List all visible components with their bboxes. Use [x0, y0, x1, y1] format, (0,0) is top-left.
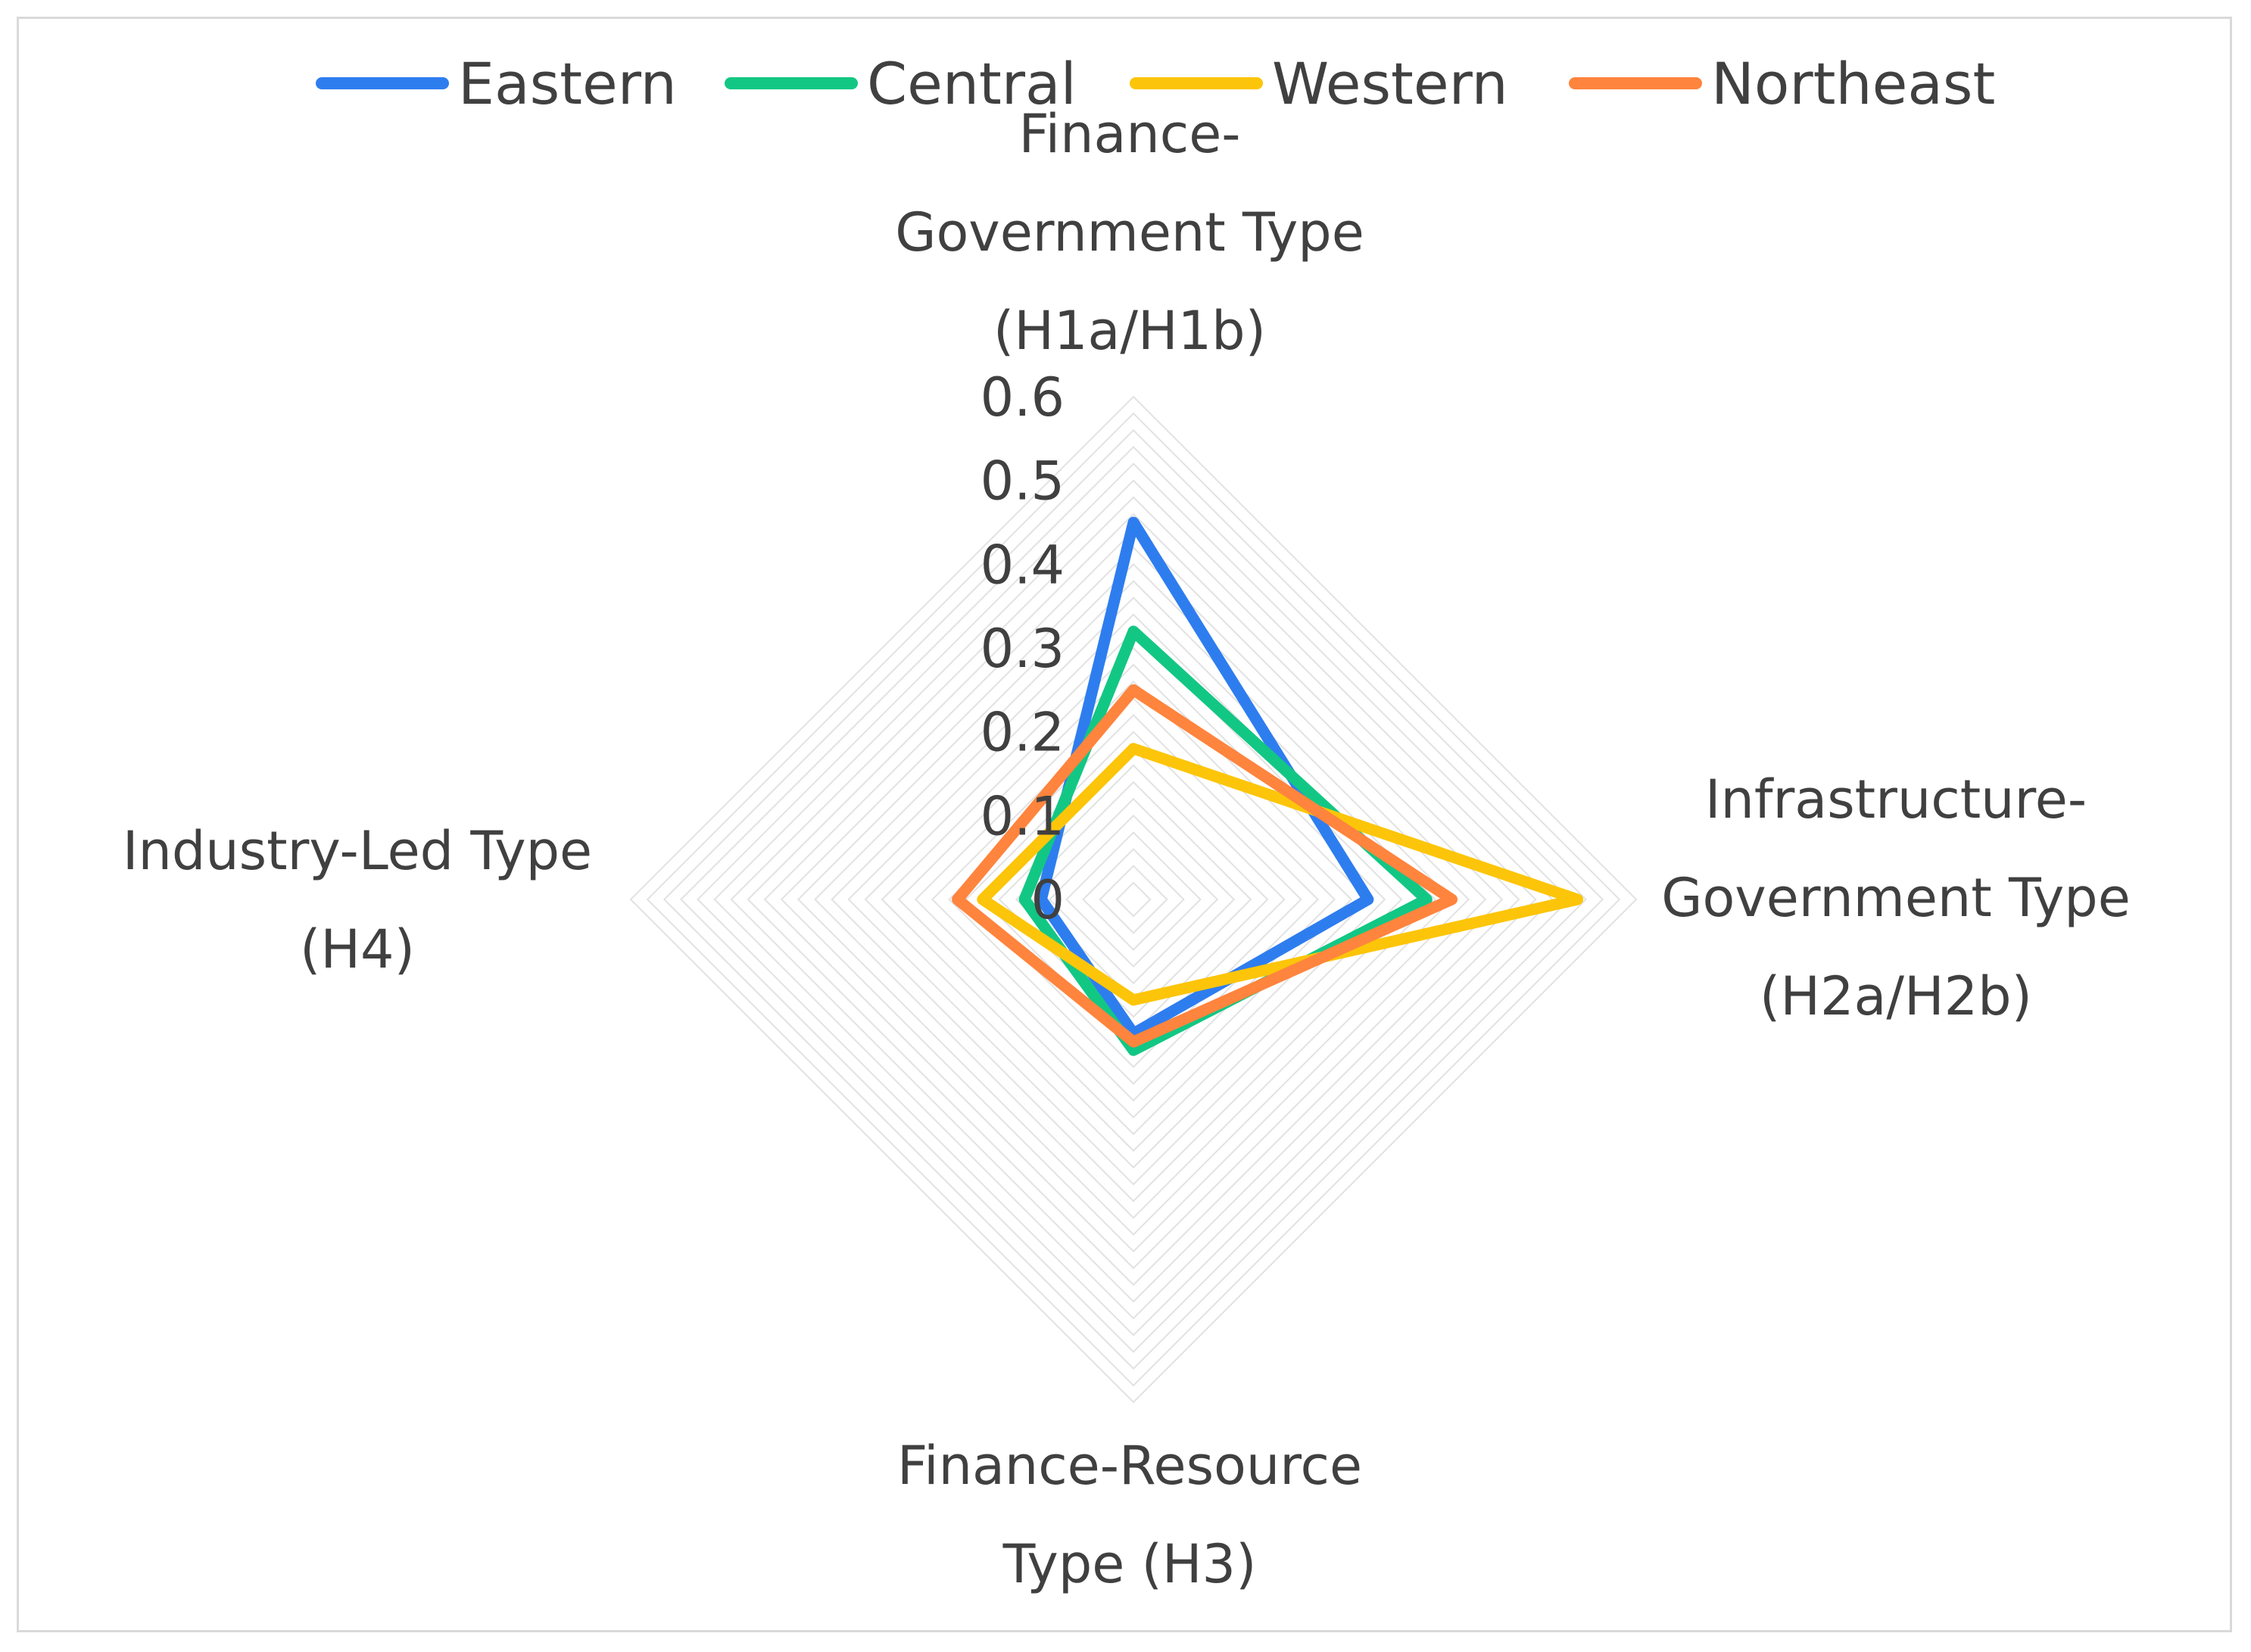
axis-label-h3: Finance-Resource Type (H3) — [897, 1435, 1362, 1595]
grid-ring — [1048, 814, 1219, 985]
axis-label-h4: Industry-Led Type (H4) — [123, 820, 592, 980]
grid-ring — [914, 680, 1353, 1119]
grid-ring — [763, 529, 1504, 1270]
axis-label-h2: Infrastructure-Government Type (H2a/H2b) — [1661, 768, 2131, 1027]
grid-ring — [747, 513, 1520, 1286]
legend-eastern-label: Eastern — [458, 50, 677, 117]
grid-ring — [646, 412, 1621, 1387]
grid-ring — [897, 663, 1370, 1136]
grid-ring — [679, 445, 1588, 1354]
tick-label: 0.5 — [981, 450, 1065, 513]
grid-ring — [1115, 881, 1152, 918]
radar-grid — [629, 395, 1638, 1404]
legend-western-label: Western — [1272, 50, 1508, 117]
tick-label: 0.3 — [981, 618, 1065, 680]
radial-tick-labels: 0 0.1 0.2 0.3 0.4 0.5 0.6 — [981, 366, 1065, 931]
grid-ring — [797, 563, 1470, 1236]
grid-ring — [881, 647, 1386, 1152]
grid-ring — [814, 580, 1453, 1219]
tick-label: 0.1 — [981, 785, 1065, 847]
grid-ring — [663, 429, 1604, 1370]
grid-ring — [780, 546, 1487, 1253]
grid-ring — [629, 395, 1638, 1404]
tick-label: 0 — [1030, 869, 1065, 931]
axis-label-h1: Finance-Government Type (H1a/H1b) — [895, 103, 1364, 362]
series-western-polygon — [977, 743, 1583, 1006]
legend-northeast-label: Northeast — [1711, 50, 1995, 117]
radar-series — [952, 516, 1583, 1056]
tick-label: 0.2 — [981, 702, 1065, 764]
grid-ring — [831, 597, 1436, 1202]
grid-ring — [1099, 865, 1168, 934]
grid-ring — [1082, 848, 1185, 951]
grid-ring — [697, 463, 1570, 1336]
tick-label: 0.6 — [981, 366, 1065, 429]
grid-ring — [864, 630, 1403, 1169]
legend-central-label: Central — [867, 50, 1077, 117]
grid-ring — [1065, 831, 1202, 968]
grid-ring — [713, 479, 1554, 1320]
grid-ring — [931, 697, 1336, 1102]
grid-ring — [730, 496, 1537, 1303]
series-northeast-polygon — [952, 684, 1458, 1048]
tick-label: 0.4 — [981, 534, 1065, 596]
legend: Eastern Central Western Northeast — [316, 50, 1995, 117]
grid-ring — [965, 731, 1302, 1068]
grid-ring — [847, 613, 1420, 1186]
axis-labels: Finance-Government Type (H1a/H1b) Infrastr… — [123, 103, 2131, 1595]
